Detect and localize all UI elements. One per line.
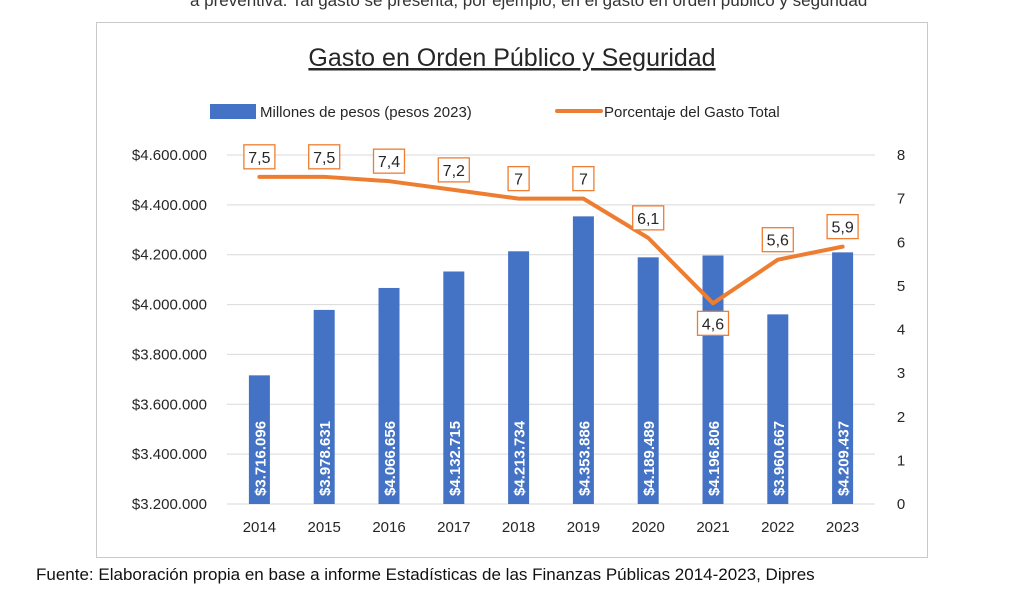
line-value-label-2017: 7,2: [443, 163, 465, 180]
y-right-tick-label: 7: [897, 191, 905, 208]
x-tick-label-2021: 2021: [696, 519, 729, 536]
y-left-tick-label: $3.400.000: [132, 446, 207, 463]
line-label-box-2018: [507, 165, 530, 192]
line-label-box-2014: [243, 144, 276, 170]
y-right-tick-label: 0: [897, 496, 905, 513]
line-label-box-2015: [308, 144, 341, 170]
line-value-label-2020: 6,1: [637, 211, 659, 228]
y-left-tick-label: $3.600.000: [132, 396, 207, 413]
y-right-tick-label: 2: [897, 409, 905, 426]
bar-2019: [572, 216, 594, 504]
y-left-tick-label: $3.200.000: [132, 496, 207, 513]
x-tick-label-2014: 2014: [243, 519, 276, 536]
line-value-label-2014: 7,5: [248, 150, 270, 167]
line-value-label-2015: 7,5: [313, 150, 335, 167]
page-top-text: a preventiva. Tal gasto se presenta, por…: [190, 0, 868, 10]
source-note: Fuente: Elaboración propia en base a inf…: [36, 565, 815, 584]
y-right-tick-label: 3: [897, 365, 905, 382]
line-label-box-2019: [572, 165, 595, 192]
bar-value-label-2019: $4.353.886: [576, 421, 593, 496]
line-label-box-2017: [437, 157, 470, 183]
line-label-box-2021: [696, 310, 730, 336]
bar-2020: [637, 257, 659, 504]
bar-value-label-2020: $4.189.489: [641, 421, 658, 496]
y-right-tick-label: 6: [897, 234, 905, 251]
y-left-tick-label: $4.200.000: [132, 247, 207, 264]
y-left-tick-label: $3.800.000: [132, 346, 207, 363]
x-tick-label-2016: 2016: [372, 519, 405, 536]
line-value-label-2019: 7: [579, 172, 588, 189]
line-label-box-2022: [761, 227, 794, 253]
chart-svg: Gasto en Orden Público y Seguridad Millon…: [132, 44, 905, 536]
x-tick-label-2017: 2017: [437, 519, 470, 536]
legend-label-bars: Millones de pesos (pesos 2023): [260, 104, 472, 121]
bar-value-label-2021: $4.196.806: [706, 421, 723, 496]
bar-value-label-2014: $3.716.096: [252, 421, 269, 496]
line-value-label-2021: 4,6: [702, 316, 724, 333]
y-left-tick-label: $4.400.000: [132, 197, 207, 214]
line-series-porcentaje: [257, 174, 845, 306]
y-left-tick-label: $4.000.000: [132, 297, 207, 314]
bar-value-label-2022: $3.960.667: [771, 421, 788, 496]
y-right-tick-label: 8: [897, 147, 905, 164]
bar-2023: [832, 252, 854, 504]
line-label-box-2023: [826, 213, 859, 240]
bar-2022: [767, 314, 789, 504]
bar-value-label-2015: $3.978.631: [317, 421, 334, 496]
chart-title: Gasto en Orden Público y Seguridad: [308, 44, 715, 72]
bar-2018: [508, 251, 530, 504]
bar-value-label-2018: $4.213.734: [512, 420, 529, 496]
line-value-label-2016: 7,4: [378, 154, 400, 171]
line-value-label-2023: 5,9: [831, 220, 853, 237]
x-tick-label-2020: 2020: [632, 519, 665, 536]
y-right-tick-label: 5: [897, 278, 905, 295]
bar-2015: [313, 309, 335, 504]
line-value-label-2022: 5,6: [767, 233, 789, 250]
y-right-tick-label: 1: [897, 452, 905, 469]
bar-value-label-2017: $4.132.715: [447, 421, 464, 496]
bar-2014: [248, 375, 270, 504]
x-tick-label-2019: 2019: [567, 519, 600, 536]
line-label-box-2020: [632, 205, 665, 231]
legend-swatch-bars: [210, 104, 256, 119]
y-right-tick-label: 4: [897, 322, 905, 339]
y-left-tick-label: $4.600.000: [132, 147, 207, 164]
x-tick-label-2018: 2018: [502, 519, 535, 536]
x-tick-label-2023: 2023: [826, 519, 859, 536]
bar-2017: [443, 271, 465, 504]
bar-2016: [378, 287, 400, 504]
chart-frame: Gasto en Orden Público y Seguridad Millon…: [96, 22, 928, 558]
bar-value-label-2023: $4.209.437: [836, 421, 853, 496]
x-tick-label-2022: 2022: [761, 519, 794, 536]
bar-value-label-2016: $4.066.656: [382, 421, 399, 496]
line-label-box-2016: [372, 148, 406, 174]
legend-label-line: Porcentaje del Gasto Total: [604, 104, 780, 121]
line-value-label-2018: 7: [514, 172, 523, 189]
x-tick-label-2015: 2015: [308, 519, 341, 536]
